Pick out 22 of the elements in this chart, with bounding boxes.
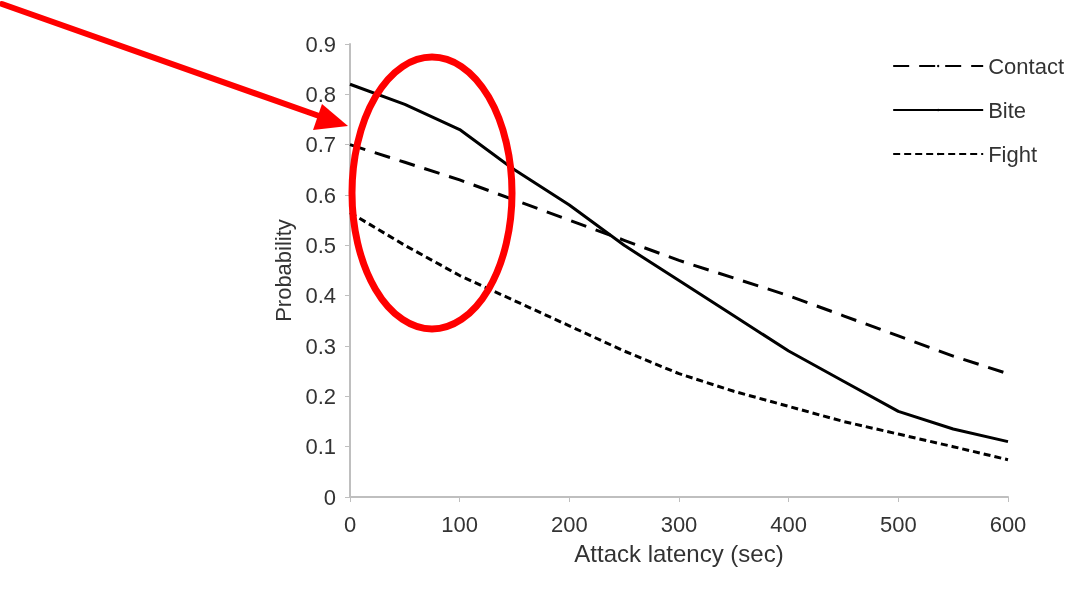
x-tick-label: 300 [660, 511, 698, 537]
y-tick-label: 0.5 [305, 232, 336, 258]
y-tick-label: 0.4 [305, 283, 336, 309]
x-tick-label: 500 [879, 511, 917, 537]
y-tick-label: 0.7 [305, 132, 336, 158]
y-tick-label: 0.1 [305, 434, 336, 460]
y-tick-label: 0.2 [305, 383, 336, 409]
legend-label: Bite [988, 97, 1027, 123]
x-tick-label: 200 [550, 511, 588, 537]
y-tick-label: 0.3 [305, 333, 336, 359]
y-tick-label: 0.9 [305, 31, 336, 57]
x-axis-title: Attack latency (sec) [574, 539, 784, 567]
x-tick-label: 0 [343, 511, 357, 537]
y-axis-title: Probability [271, 219, 297, 322]
legend-label: Contact [988, 53, 1065, 79]
y-tick-label: 0 [323, 484, 336, 510]
y-tick-label: 0.6 [305, 182, 336, 208]
x-tick-label: 400 [770, 511, 808, 537]
x-tick-label: 100 [441, 511, 479, 537]
legend-label: Fight [988, 141, 1038, 167]
x-tick-label: 600 [989, 511, 1027, 537]
y-tick-label: 0.8 [305, 81, 336, 107]
